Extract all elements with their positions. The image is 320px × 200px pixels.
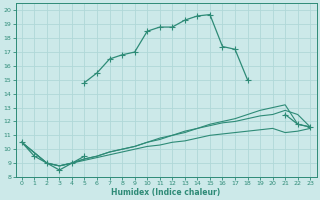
X-axis label: Humidex (Indice chaleur): Humidex (Indice chaleur) [111,188,221,197]
